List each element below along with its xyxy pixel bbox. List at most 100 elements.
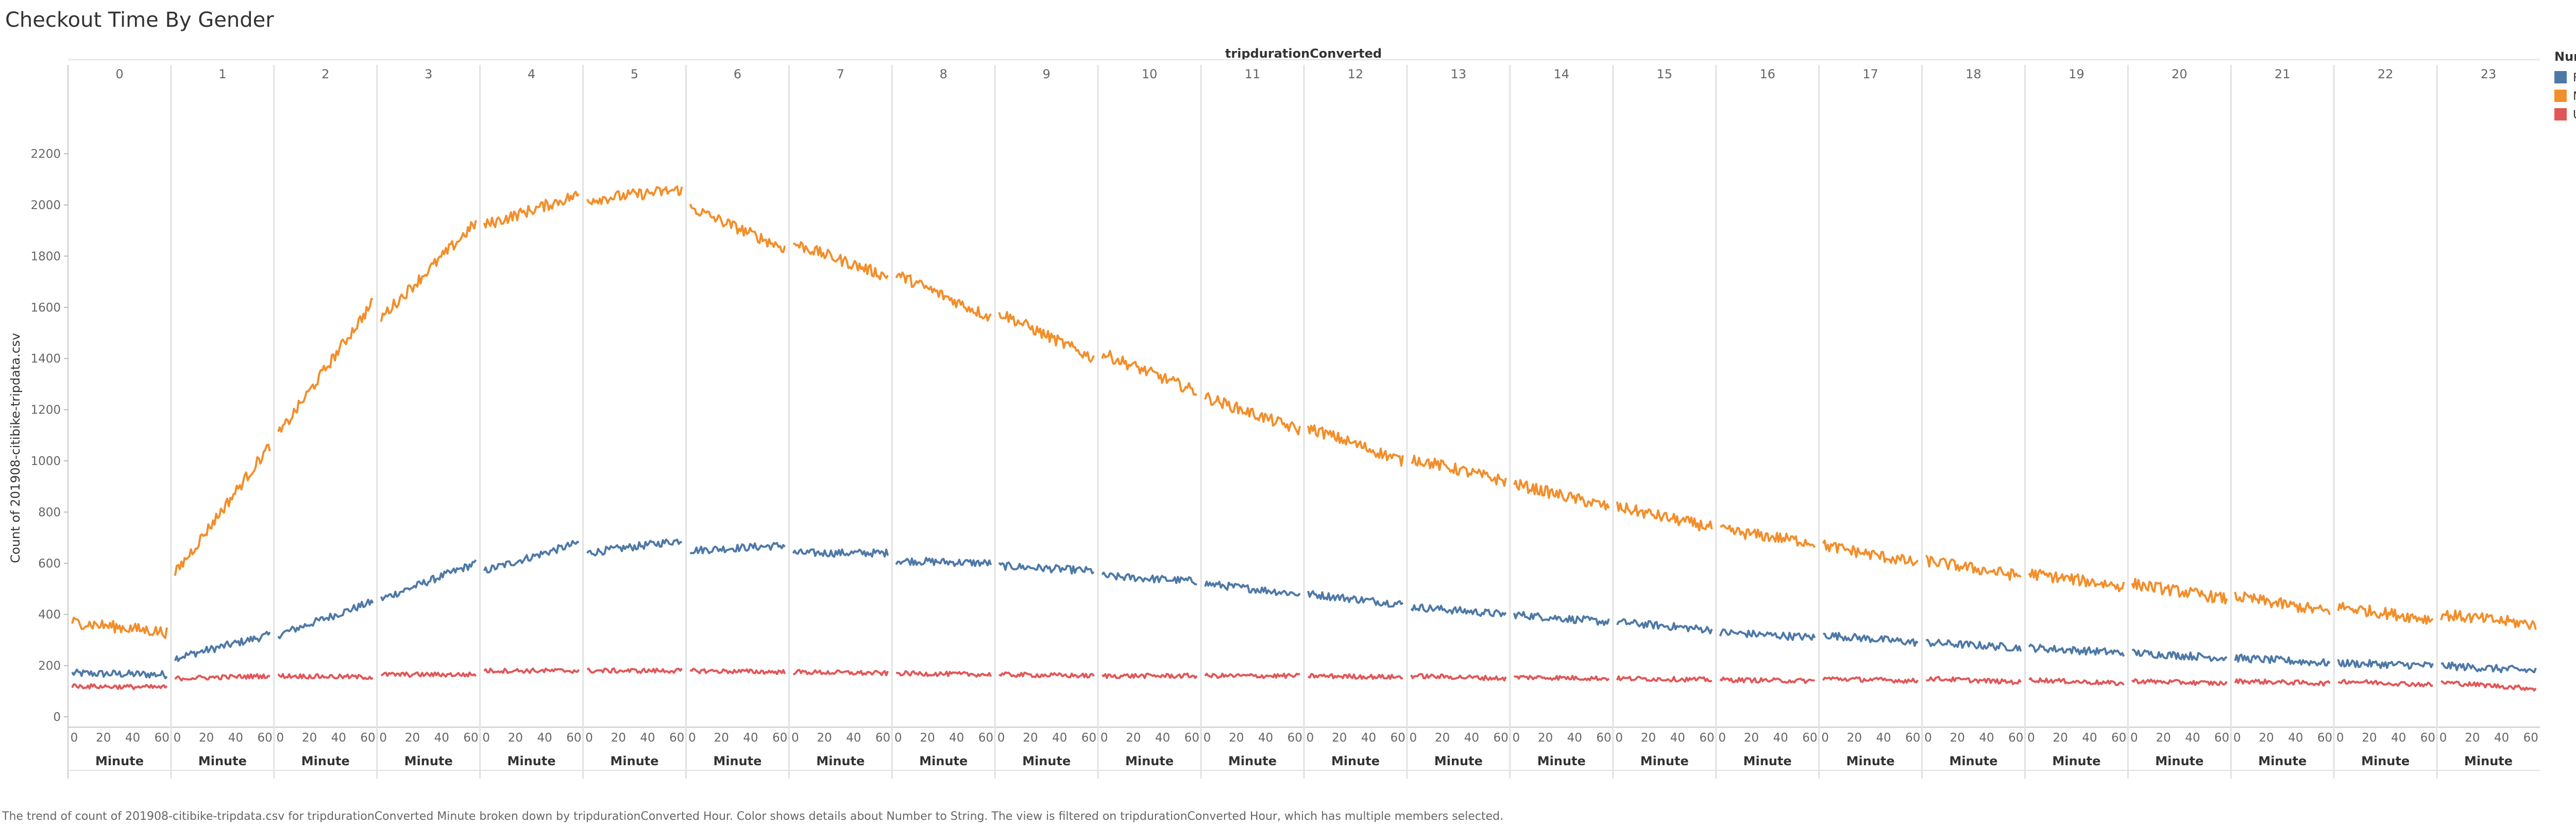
legend-swatch-unknown	[2554, 108, 2567, 121]
panel-header: 20	[2172, 67, 2188, 81]
series-line-unknown-hour-11	[1204, 673, 1300, 679]
x-tick-label: 40	[125, 731, 140, 745]
series-line-unknown-hour-15	[1616, 675, 1713, 683]
y-tick-label: 400	[38, 608, 61, 622]
x-tick-label: 0	[1307, 731, 1314, 745]
x-tick-label: 40	[2185, 731, 2200, 745]
series-line-unknown-hour-19	[2028, 677, 2125, 686]
x-tick-label: 60	[2111, 731, 2126, 745]
x-axis-label: Minute	[1125, 754, 1174, 768]
x-tick-label: 60	[669, 731, 684, 745]
series-line-female-hour-1	[174, 631, 271, 662]
x-tick-label: 0	[2336, 731, 2344, 745]
x-tick-label: 0	[1718, 731, 1726, 745]
legend-label-female[interactable]: FEMALE	[2573, 72, 2576, 84]
series-line-male-hour-0	[71, 616, 168, 639]
series-line-male-hour-1	[174, 443, 271, 576]
chart-title: Checkout Time By Gender	[5, 8, 274, 32]
x-tick-label: 60	[155, 731, 170, 745]
x-tick-label: 20	[817, 731, 832, 745]
legend[interactable]: Number to String FEMALE MALE UNKNOWN	[2554, 49, 2576, 122]
y-tick-label: 2200	[30, 148, 61, 161]
x-tick-label: 0	[379, 731, 387, 745]
x-tick-label: 40	[640, 731, 655, 745]
series-line-male-hour-3	[380, 220, 477, 322]
series-line-unknown-hour-5	[586, 667, 683, 674]
y-tick-label: 1800	[30, 250, 61, 263]
x-tick-label: 40	[1670, 731, 1685, 745]
series-line-female-hour-11	[1204, 580, 1301, 597]
panel-header: 19	[2069, 67, 2084, 81]
x-tick-label: 20	[2156, 731, 2171, 745]
series-line-male-hour-12	[1307, 424, 1404, 467]
x-tick-label: 60	[1596, 731, 1611, 745]
series-line-unknown-hour-20	[2131, 678, 2228, 686]
x-tick-label: 60	[2420, 731, 2435, 745]
series-line-unknown-hour-12	[1307, 673, 1403, 680]
legend-label-unknown[interactable]: UNKNOWN	[2573, 109, 2576, 122]
series-line-female-hour-23	[2441, 661, 2537, 674]
x-tick-label: 20	[1847, 731, 1862, 745]
series-line-female-hour-2	[277, 598, 374, 640]
x-tick-label: 20	[2465, 731, 2480, 745]
panel-header: 17	[1862, 67, 1878, 81]
panel-header: 21	[2275, 67, 2291, 81]
x-tick-label: 0	[1513, 731, 1520, 745]
series-line-male-hour-11	[1204, 392, 1301, 436]
series-male	[71, 185, 2537, 639]
x-tick-label: 20	[714, 731, 729, 745]
x-tick-label: 0	[894, 731, 902, 745]
panel-header: 9	[1043, 67, 1050, 81]
x-tick-label: 40	[228, 731, 243, 745]
series-line-female-hour-4	[483, 540, 580, 574]
x-tick-label: 40	[2494, 731, 2509, 745]
series-line-female-hour-10	[1101, 572, 1197, 586]
series-line-male-hour-4	[483, 191, 580, 229]
x-tick-label: 40	[2288, 731, 2303, 745]
x-tick-label: 0	[277, 731, 284, 745]
series-line-male-hour-16	[1720, 524, 1816, 548]
panel-header: 12	[1348, 67, 1364, 81]
x-tick-label: 20	[1126, 731, 1141, 745]
x-tick-label: 40	[743, 731, 758, 745]
series-line-female-hour-13	[1410, 603, 1507, 617]
x-tick-label: 0	[2130, 731, 2138, 745]
x-tick-label: 20	[1332, 731, 1347, 745]
x-tick-label: 60	[772, 731, 787, 745]
x-tick-label: 0	[2027, 731, 2035, 745]
x-tick-label: 40	[1567, 731, 1582, 745]
x-axis-label: Minute	[2155, 754, 2204, 768]
x-axis-label: Minute	[1949, 754, 1997, 768]
panel-header: 0	[115, 67, 123, 81]
y-tick-label: 600	[38, 557, 61, 571]
x-tick-label: 0	[482, 731, 490, 745]
series-line-female-hour-15	[1616, 618, 1713, 634]
x-tick-label: 0	[585, 731, 593, 745]
legend-swatch-male	[2554, 90, 2567, 102]
x-tick-label: 20	[1435, 731, 1450, 745]
x-tick-label: 20	[611, 731, 626, 745]
x-tick-label: 60	[1081, 731, 1096, 745]
x-tick-label: 40	[1773, 731, 1788, 745]
x-tick-label: 20	[508, 731, 523, 745]
x-axis-label: Minute	[611, 754, 659, 768]
x-axis-label: Minute	[1022, 754, 1071, 768]
legend-label-male[interactable]: MALE	[2573, 90, 2576, 103]
column-header: tripdurationConverted	[1225, 46, 1382, 61]
series-line-female-hour-14	[1513, 611, 1610, 626]
x-axis-label: Minute	[507, 754, 556, 768]
series-line-male-hour-8	[895, 271, 992, 322]
x-tick-label: 20	[1641, 731, 1656, 745]
series-line-male-hour-18	[1925, 555, 2022, 581]
series-line-male-hour-6	[689, 203, 786, 253]
legend-swatch-female	[2554, 71, 2567, 83]
series-line-unknown-hour-8	[896, 670, 992, 678]
series-line-unknown-hour-13	[1410, 673, 1507, 682]
y-tick-label: 1200	[30, 404, 61, 417]
axes: 0200400600800100012001400160018002000220…	[30, 59, 2540, 779]
panel-header: 16	[1759, 67, 1775, 81]
panel-header: 7	[837, 67, 844, 81]
series-line-female-hour-21	[2234, 653, 2331, 667]
x-tick-label: 60	[2008, 731, 2023, 745]
